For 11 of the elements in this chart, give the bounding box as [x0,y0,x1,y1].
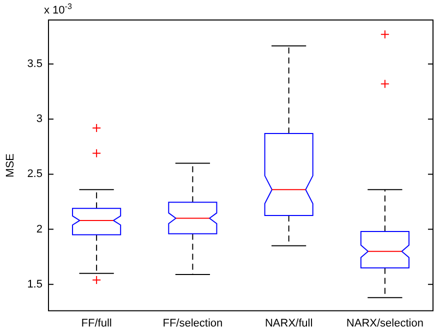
y-tick-label: 1.5 [27,278,42,290]
text: x 10$^{-3}$ [44,2,72,17]
y-tick-label: 2 [36,223,42,236]
y-tick-label: 2.5 [27,168,42,180]
x-tick-label: FF/full [81,317,112,330]
x-tick-label: NARX/full [264,317,313,330]
x-tick-label: FF/selection [162,317,223,330]
y-axis-title: MSE [4,153,17,178]
x-tick-label: NARX/selection [346,317,424,330]
y-tick-label: 3 [36,113,42,126]
y-tick-label: 3.5 [27,58,42,70]
